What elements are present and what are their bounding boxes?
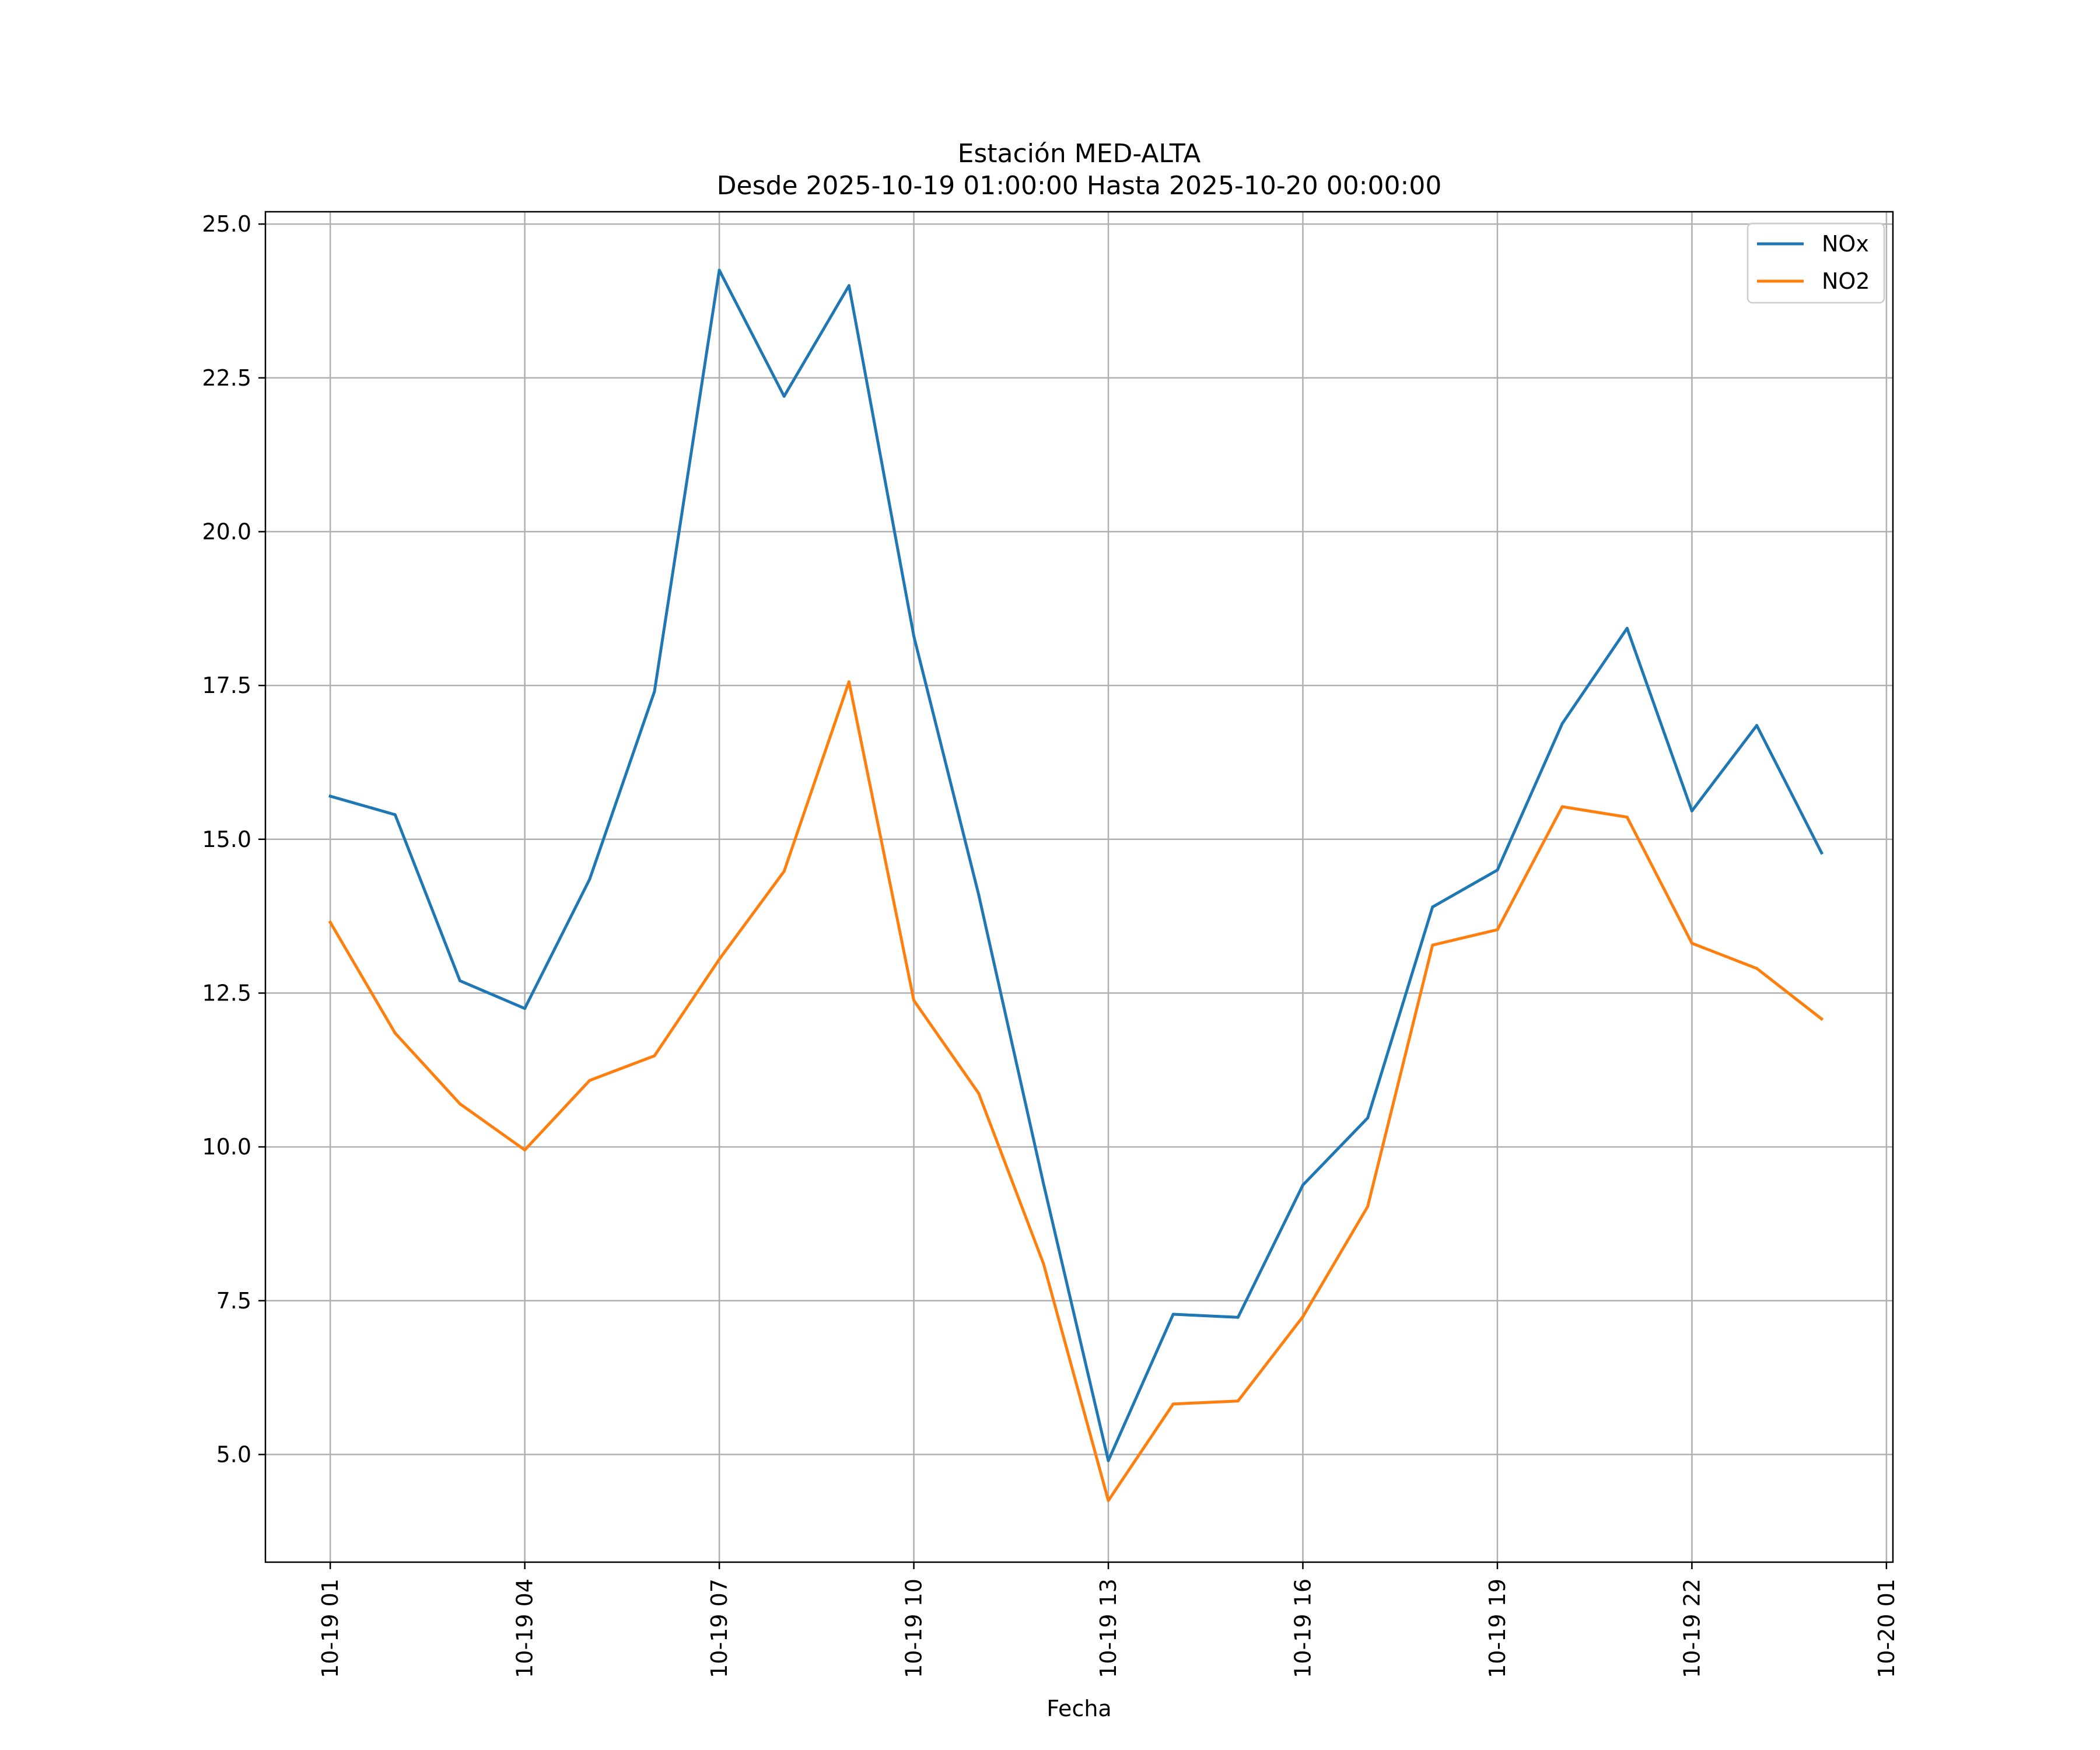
data-point-no2	[588, 1079, 592, 1082]
data-point-no2	[1690, 942, 1693, 945]
data-point-nox	[1820, 851, 1824, 855]
x-tick-label: 10-19 22	[1679, 1578, 1704, 1678]
legend-label-nox: NOx	[1822, 231, 1869, 257]
x-tick-label: 10-19 10	[901, 1578, 927, 1678]
data-point-no2	[1107, 1499, 1110, 1502]
series-line-no2	[328, 680, 1824, 1502]
data-point-no2	[1042, 1262, 1045, 1265]
series-line-nox	[328, 268, 1824, 1462]
x-tick-label: 10-19 04	[512, 1578, 538, 1678]
data-point-no2	[459, 1102, 461, 1105]
data-point-no2	[1755, 967, 1759, 970]
y-tick-label: 17.5	[202, 673, 251, 698]
y-tick-label: 20.0	[202, 519, 251, 544]
data-point-no2	[912, 999, 916, 1002]
ticks-layer: 10-19 01 10-19 04 10-19 07 10-19 10 10-19 13…	[202, 211, 1899, 1678]
data-point-no2	[1560, 805, 1564, 808]
y-tick-label: 12.5	[202, 980, 251, 1006]
data-point-no2	[523, 1148, 527, 1152]
x-tick-label: 10-19 07	[706, 1578, 732, 1678]
grid-layer	[265, 212, 1893, 1562]
data-point-no2	[782, 870, 786, 873]
data-point-no2	[1431, 943, 1434, 947]
data-point-nox	[523, 1007, 527, 1010]
data-point-nox	[1236, 1315, 1240, 1319]
data-point-nox	[718, 268, 721, 272]
data-point-no2	[1301, 1315, 1304, 1318]
y-tick-label: 10.0	[202, 1134, 251, 1160]
data-point-nox	[393, 813, 397, 817]
x-tick-label: 10-20 01	[1874, 1578, 1899, 1678]
y-tick-label: 15.0	[202, 827, 251, 852]
data-point-nox	[459, 979, 461, 982]
data-point-nox	[328, 794, 332, 798]
data-point-no2	[1366, 1205, 1370, 1208]
data-point-no2	[977, 1091, 981, 1095]
data-point-nox	[1431, 905, 1434, 909]
y-tick-label: 7.5	[216, 1288, 251, 1314]
y-tick-label: 5.0	[216, 1441, 251, 1467]
data-point-nox	[1107, 1459, 1110, 1462]
data-point-no2	[1820, 1017, 1824, 1021]
data-point-nox	[1690, 809, 1693, 813]
data-point-nox	[588, 877, 592, 881]
data-point-nox	[977, 893, 981, 897]
chart-title: Estación MED-ALTA	[958, 139, 1201, 169]
x-tick-label: 10-19 16	[1290, 1578, 1315, 1678]
x-axis-label: Fecha	[1046, 1696, 1111, 1721]
data-point-nox	[1496, 869, 1499, 872]
data-point-no2	[653, 1054, 656, 1058]
data-point-no2	[393, 1031, 397, 1035]
data-point-no2	[328, 921, 332, 924]
data-point-nox	[1171, 1312, 1175, 1316]
data-point-nox	[1042, 1182, 1045, 1185]
legend: NOx NO2	[1746, 222, 1885, 304]
legend-label-no2: NO2	[1822, 268, 1870, 294]
data-point-no2	[1171, 1402, 1175, 1406]
chart-subtitle: Desde 2025-10-19 01:00:00 Hasta 2025-10-…	[717, 171, 1442, 201]
data-point-no2	[847, 680, 850, 684]
data-point-nox	[782, 394, 786, 398]
data-point-nox	[1301, 1184, 1304, 1186]
x-tick-label: 10-19 19	[1485, 1578, 1510, 1678]
data-point-nox	[1366, 1116, 1370, 1119]
plot-frame	[264, 211, 1894, 1563]
series-layer	[328, 268, 1824, 1502]
data-point-nox	[1755, 724, 1759, 727]
x-tick-label: 10-19 13	[1096, 1578, 1121, 1678]
data-point-nox	[653, 690, 656, 694]
data-point-nox	[1625, 626, 1629, 630]
data-point-nox	[912, 635, 916, 638]
data-point-no2	[1496, 928, 1499, 932]
data-point-no2	[1236, 1399, 1240, 1403]
y-tick-label: 25.0	[202, 211, 251, 237]
x-tick-label: 10-19 01	[317, 1578, 343, 1678]
y-tick-label: 22.5	[202, 365, 251, 391]
data-point-nox	[1560, 722, 1564, 725]
data-point-no2	[1625, 816, 1629, 819]
data-point-no2	[718, 957, 721, 961]
data-point-nox	[847, 284, 850, 288]
